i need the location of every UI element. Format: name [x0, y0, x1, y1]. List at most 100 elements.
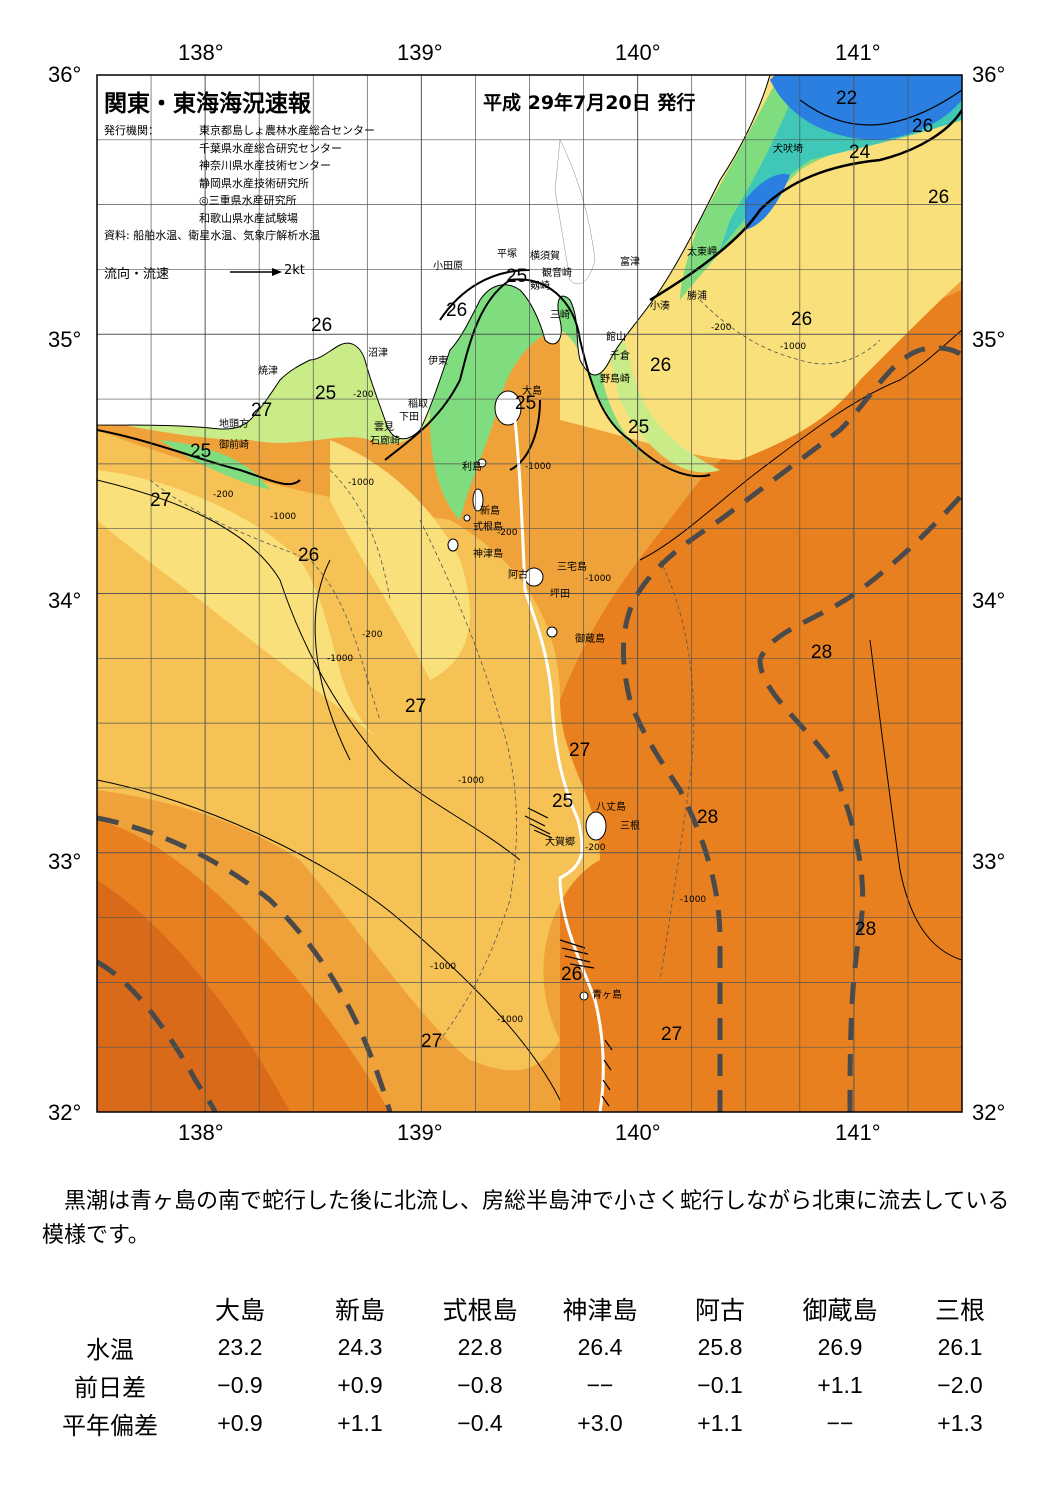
table-cell: −0.1: [697, 1371, 743, 1398]
lat-label-right-33: 33°: [972, 849, 1006, 874]
depth-label: -200: [711, 323, 732, 333]
isotherm-label: 25: [552, 791, 574, 812]
organization-item: 千葉県水産総合研究センター: [199, 141, 342, 155]
isotherm-label: 27: [661, 1024, 683, 1045]
organization-item: 神奈川県水産技術センター: [199, 159, 331, 172]
lon-label-top-140: 140°: [615, 40, 661, 65]
lat-label-right-36: 36°: [972, 62, 1006, 87]
place-label: 三根: [620, 821, 640, 832]
table-cell: +0.9: [217, 1409, 263, 1436]
place-label: 大島: [522, 386, 542, 397]
row-label: 平年偏差: [62, 1411, 158, 1440]
table-cell: +1.3: [937, 1409, 983, 1436]
row-label: 水温: [86, 1335, 134, 1364]
place-label: 平塚: [497, 249, 517, 260]
place-label: 観音崎: [542, 268, 572, 279]
lon-label-bottom-141: 141°: [835, 1120, 881, 1145]
table-cell: +0.9: [337, 1371, 383, 1398]
place-label: 雲見: [374, 422, 394, 433]
island-kozushima: [447, 538, 459, 552]
isotherm-label: 27: [569, 740, 591, 761]
place-label: 伊東: [428, 356, 448, 367]
place-label: 焼津: [258, 366, 278, 377]
summary-text: 黒潮は青ヶ島の南で蛇行した後に北流し、房総半島沖で小さく蛇行しながら北東に流去し…: [42, 1189, 1010, 1248]
sea-cooler-sagami: [430, 279, 690, 520]
place-label: 御蔵島: [575, 634, 605, 645]
lat-label-left-32: 32°: [48, 1100, 82, 1125]
map-frame: [96, 74, 963, 1113]
table-cell: +1.1: [697, 1409, 743, 1436]
lon-label-top-138: 138°: [178, 40, 224, 65]
place-label: 太東岬: [687, 247, 717, 258]
organization-list: 東京都島しょ農林水産総合センター 千葉県水産総合研究センター 神奈川県水産技術セ…: [199, 122, 459, 227]
legend-arrow-icon: [230, 268, 282, 276]
place-label: 千倉: [610, 351, 630, 362]
place-label: 館山: [606, 332, 626, 343]
table-cell: −2.0: [937, 1371, 983, 1398]
lat-label-left-34: 34°: [48, 588, 82, 613]
island-oshima: [494, 390, 522, 426]
isotherm-label: 25: [315, 383, 337, 404]
station-header: 御蔵島: [802, 1296, 878, 1325]
table-cell: −−: [586, 1371, 614, 1398]
place-label: 神津島: [473, 549, 503, 560]
place-label: 阿古: [508, 570, 528, 581]
table-cell: +1.1: [817, 1371, 863, 1398]
place-label: 稲取: [408, 399, 428, 410]
place-label: 御前崎: [219, 440, 249, 451]
station-header: 阿古: [694, 1296, 745, 1325]
depth-label: -1000: [780, 342, 807, 352]
isotherm-label: 26: [311, 315, 333, 336]
isotherm-label: 27: [251, 400, 273, 421]
legend-speed: 2kt: [284, 263, 305, 278]
graticule: [97, 75, 962, 1112]
place-label: 勝浦: [687, 291, 707, 302]
place-label: 新島: [480, 506, 500, 517]
table-row: 水温 23.2 24.3 22.8 26.4 25.8 26.9 26.1: [40, 1328, 1020, 1366]
tokyo-bay: [554, 139, 596, 285]
place-label: 八丈島: [596, 802, 626, 813]
land-honshu: [97, 75, 771, 440]
depth-label: -1000: [680, 895, 707, 905]
place-label: 横須賀: [530, 251, 560, 262]
isotherm-lines: [97, 89, 962, 486]
observation-table: 大島 新島 式根島 神津島 阿古 御蔵島 三根 水温 23.2 24.3 22.…: [40, 1290, 1020, 1442]
isotherm-label: 27: [421, 1031, 443, 1052]
sea-warmest-core: [97, 880, 290, 1112]
place-label: 沼津: [368, 348, 388, 359]
lat-label-right-32: 32°: [972, 1100, 1006, 1125]
isotherm-label: 22: [836, 88, 858, 109]
depth-label: -1000: [348, 478, 375, 488]
isotherm-label: 26: [446, 300, 468, 321]
place-label: 利島: [462, 462, 482, 473]
isotherm-label: 25: [628, 417, 650, 438]
place-label: 下田: [399, 412, 419, 423]
table-header-row: 大島 新島 式根島 神津島 阿古 御蔵島 三根: [40, 1290, 1020, 1328]
depth-label: -1000: [497, 1015, 524, 1025]
isotherm-label: 25: [515, 393, 537, 414]
lon-label-top-141: 141°: [835, 40, 881, 65]
isotherm-label: 27: [150, 490, 172, 511]
table-row: 平年偏差 +0.9 +1.1 −0.4 +3.0 +1.1 −− +1.3: [40, 1404, 1020, 1442]
table-cell: 22.8: [457, 1333, 503, 1360]
place-label: 式根島: [473, 522, 503, 533]
lon-label-bottom-140: 140°: [615, 1120, 661, 1145]
lon-label-top-139: 139°: [397, 40, 443, 65]
island-shikinejima: [463, 514, 471, 522]
lat-label-left-35: 35°: [48, 327, 82, 352]
isotherm-label: 27: [405, 696, 427, 717]
table-cell: +1.1: [337, 1409, 383, 1436]
place-label: 坪田: [550, 589, 570, 600]
station-header: 三根: [934, 1296, 985, 1325]
isotherm-label: 28: [811, 642, 833, 663]
sea-mild-west: [97, 470, 380, 740]
isotherm-label: 25: [506, 266, 528, 287]
island-toshima: [477, 458, 487, 468]
lon-label-bottom-139: 139°: [397, 1120, 443, 1145]
lon-label-bottom-138: 138°: [178, 1120, 224, 1145]
station-header: 大島: [214, 1296, 265, 1325]
depth-label: -1000: [525, 462, 552, 472]
table-cell: −0.4: [457, 1409, 503, 1436]
table-row: 前日差 −0.9 +0.9 −0.8 −− −0.1 +1.1 −2.0: [40, 1366, 1020, 1404]
place-label: 野島崎: [600, 374, 630, 385]
